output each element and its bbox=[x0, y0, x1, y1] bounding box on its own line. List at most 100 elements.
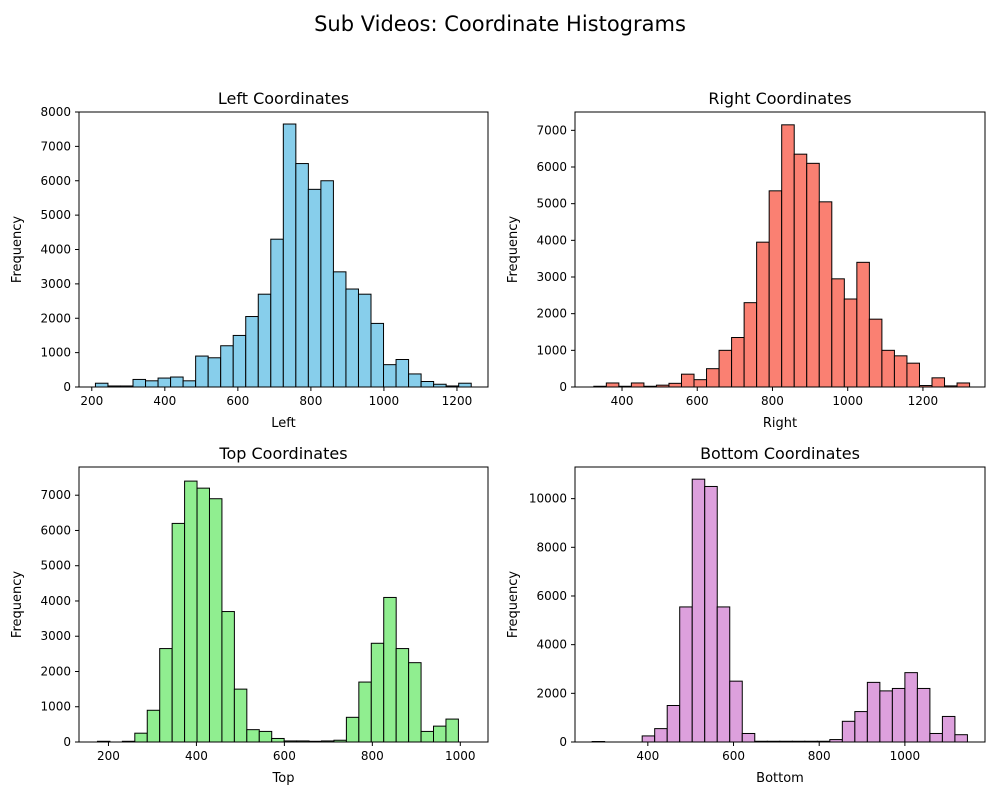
histogram-bar bbox=[132, 378, 147, 388]
histogram-bar bbox=[641, 735, 656, 743]
y-tick-label: 8000 bbox=[536, 540, 567, 554]
y-tick-label: 7000 bbox=[536, 123, 567, 137]
y-tick-label: 7000 bbox=[40, 488, 71, 502]
y-tick-label: 0 bbox=[559, 380, 567, 394]
histogram-bar bbox=[184, 480, 198, 743]
histogram-bar bbox=[893, 355, 908, 388]
histogram-bar bbox=[718, 349, 733, 388]
chart-panel-1: 200 400 600 800 1000 1200 0 1000 2000 3000 4000 500… bbox=[10, 89, 489, 431]
y-tick-label: 3000 bbox=[40, 277, 71, 291]
y-axis-label: Frequency bbox=[10, 571, 25, 638]
histogram-bar bbox=[854, 711, 868, 743]
chart-panel-4: 400 600 800 10000200040006000800010000Botto… bbox=[506, 444, 986, 786]
histogram-bar bbox=[458, 382, 472, 388]
histogram-bar bbox=[134, 732, 148, 743]
y-tick-label: 5000 bbox=[40, 559, 71, 573]
histogram-bar bbox=[630, 382, 645, 388]
histogram-bar bbox=[383, 364, 397, 388]
y-tick-label: 5000 bbox=[40, 208, 71, 222]
y-tick-label: 2000 bbox=[536, 307, 567, 321]
histogram-bar bbox=[679, 606, 693, 743]
y-tick-label: 0 bbox=[559, 735, 567, 749]
histogram-bar bbox=[743, 302, 758, 388]
histogram-bar bbox=[358, 681, 372, 743]
histogram-bar bbox=[94, 382, 109, 388]
y-axis-label: Frequency bbox=[506, 571, 521, 638]
histogram-bar bbox=[941, 715, 956, 743]
histogram-bar bbox=[383, 596, 397, 743]
histogram-bar bbox=[668, 382, 682, 388]
histogram-bar bbox=[208, 498, 223, 743]
histogram-bar bbox=[706, 368, 720, 388]
plot-frame bbox=[78, 466, 489, 743]
histogram-bar bbox=[270, 238, 284, 388]
histogram-bar bbox=[841, 720, 856, 743]
x-tick-label: 600 bbox=[686, 394, 709, 408]
x-tick-label: 600 bbox=[226, 394, 249, 408]
histogram-bar bbox=[729, 680, 743, 743]
x-tick-label: 600 bbox=[722, 749, 745, 763]
histogram-bar bbox=[233, 688, 248, 743]
histogram-bar bbox=[929, 732, 943, 743]
histogram-bar bbox=[843, 298, 858, 388]
histogram-bar bbox=[420, 730, 435, 743]
histogram-bar bbox=[345, 288, 359, 388]
histogram-bar bbox=[332, 271, 347, 388]
x-tick-label: 800 bbox=[761, 394, 784, 408]
histogram-bar bbox=[159, 648, 173, 743]
histogram-bar bbox=[806, 162, 820, 388]
histogram-bar bbox=[445, 718, 459, 743]
histogram-bar bbox=[691, 478, 706, 743]
histogram-bar bbox=[307, 188, 322, 388]
histogram-bar bbox=[433, 725, 447, 743]
histogram-bar bbox=[741, 732, 756, 743]
x-tick-label: 1200 bbox=[908, 394, 939, 408]
chart-title: Left Coordinates bbox=[218, 89, 349, 108]
histogram-bar bbox=[170, 376, 184, 388]
histogram-bar bbox=[157, 377, 172, 388]
histogram-bar bbox=[605, 382, 620, 388]
histogram-bar bbox=[654, 728, 668, 743]
x-tick-label: 1000 bbox=[832, 394, 863, 408]
histogram-bar bbox=[195, 355, 209, 388]
histogram-bar bbox=[781, 124, 795, 388]
x-tick-label: 400 bbox=[636, 749, 659, 763]
x-tick-label: 800 bbox=[808, 749, 831, 763]
histogram-bar bbox=[666, 705, 681, 743]
y-tick-label: 4000 bbox=[40, 594, 71, 608]
histogram-bar bbox=[768, 190, 783, 388]
histogram-bar bbox=[207, 357, 222, 388]
x-tick-label: 800 bbox=[299, 394, 322, 408]
x-tick-label: 200 bbox=[97, 749, 120, 763]
y-axis-label: Frequency bbox=[506, 216, 521, 283]
x-tick-label: 800 bbox=[361, 749, 384, 763]
y-tick-label: 3000 bbox=[40, 629, 71, 643]
histogram-bar bbox=[220, 345, 234, 388]
histogram-bar bbox=[904, 672, 918, 743]
histogram-bar bbox=[756, 241, 770, 388]
histogram-bar bbox=[954, 734, 968, 743]
y-tick-label: 4000 bbox=[40, 243, 71, 257]
y-tick-label: 6000 bbox=[536, 589, 567, 603]
x-tick-label: 1000 bbox=[445, 749, 476, 763]
y-tick-label: 1000 bbox=[40, 700, 71, 714]
y-tick-label: 4000 bbox=[536, 233, 567, 247]
histogram-bar bbox=[916, 687, 931, 743]
histogram-bar bbox=[891, 687, 906, 743]
histogram-bar bbox=[171, 522, 186, 743]
histogram-bar bbox=[693, 379, 708, 388]
histogram-bar bbox=[271, 737, 285, 743]
histogram-bar bbox=[704, 485, 718, 743]
x-tick-label: 1000 bbox=[890, 749, 921, 763]
x-tick-label: 400 bbox=[185, 749, 208, 763]
histogram-bar bbox=[906, 362, 920, 388]
x-axis-label: Top bbox=[272, 771, 295, 786]
histogram-bar bbox=[246, 729, 260, 743]
y-tick-label: 2000 bbox=[536, 686, 567, 700]
x-tick-label: 600 bbox=[273, 749, 296, 763]
histogram-bar bbox=[831, 278, 845, 388]
chart-title: Right Coordinates bbox=[708, 89, 851, 108]
histogram-bar bbox=[420, 381, 435, 388]
histogram-bar bbox=[196, 487, 210, 743]
y-tick-label: 6000 bbox=[536, 160, 567, 174]
